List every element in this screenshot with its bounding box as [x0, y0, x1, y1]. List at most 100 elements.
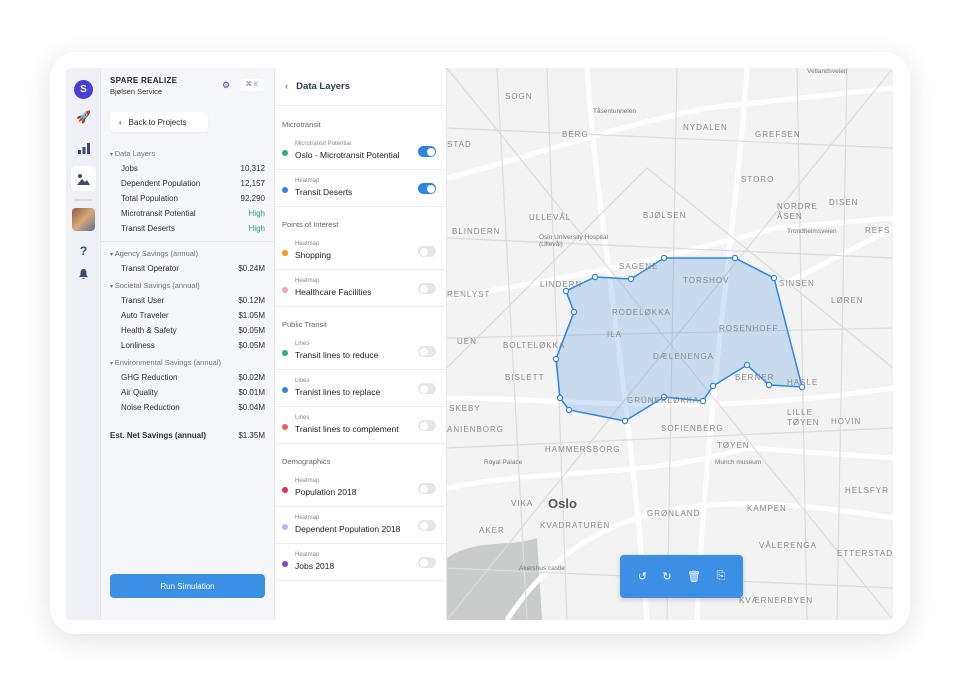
layer-type: Heatmap — [295, 552, 320, 558]
layers-header: ‹ Data Layers — [275, 68, 447, 106]
layer-item[interactable]: Heatmap Healthcare Facilities — [275, 270, 447, 307]
map-label: BISLETT — [505, 373, 545, 382]
layer-item[interactable]: Heatmap Jobs 2018 — [275, 544, 447, 581]
polygon-vertex-handle[interactable] — [765, 381, 773, 389]
section-header[interactable]: Environmental Savings (annual) — [110, 358, 221, 367]
polygon-vertex-handle[interactable] — [621, 417, 629, 425]
section-header[interactable]: Agency Savings (annual) — [110, 249, 198, 258]
layer-toggle[interactable] — [418, 283, 436, 294]
layer-toggle[interactable] — [418, 346, 436, 357]
layer-item[interactable]: Lines Tranist lines to complement — [275, 407, 447, 444]
layer-item[interactable]: Lines Transit lines to reduce — [275, 333, 447, 370]
layer-type: Lines — [295, 415, 310, 421]
map-label: Vetlandsveien — [807, 68, 848, 75]
run-simulation-button[interactable]: Run Simulation — [110, 574, 265, 598]
layer-name: Shopping — [295, 250, 331, 260]
rocket-icon[interactable]: 🚀 — [76, 109, 91, 124]
polygon-vertex-handle[interactable] — [627, 275, 635, 283]
layer-item[interactable]: Heatmap Dependent Population 2018 — [275, 507, 447, 544]
layer-toggle[interactable] — [418, 520, 436, 531]
layer-name: Transit lines to reduce — [295, 350, 379, 360]
row-label: Jobs — [121, 164, 138, 173]
layer-item[interactable]: Lines Tranist lines to replace — [275, 370, 447, 407]
summary-row: Dependent Population 12,157 — [121, 179, 265, 188]
polygon-vertex-handle[interactable] — [699, 397, 707, 405]
export-icon[interactable]: ⎘ — [716, 570, 726, 582]
command-shortcut[interactable]: ⌘ K — [240, 79, 264, 91]
map-label: Oslo — [548, 496, 577, 511]
polygon-vertex-handle[interactable] — [731, 254, 739, 262]
layer-type: Heatmap — [295, 241, 320, 247]
settings-icon[interactable]: ⚙ — [222, 80, 231, 90]
row-value: $0.02M — [238, 373, 265, 382]
layer-item[interactable]: Microtransit Potential Oslo - Microtransi… — [275, 133, 447, 170]
map-label: ULLEVÅL — [529, 213, 572, 222]
map-label: SOGN — [505, 92, 533, 101]
data-layers-panel: ‹ Data Layers Microtransit Microtransit Po… — [275, 68, 447, 620]
back-to-projects-button[interactable]: ‹ Back to Projects — [110, 112, 208, 132]
map-label: SOFIENBERG — [661, 424, 724, 433]
polygon-vertex-handle[interactable] — [660, 254, 668, 262]
map-label: KVADRATUREN — [540, 521, 611, 530]
layer-name: Transit Deserts — [295, 187, 353, 197]
logo[interactable]: S — [74, 80, 93, 99]
back-chevron-icon[interactable]: ‹ — [285, 81, 289, 92]
layer-item[interactable]: Heatmap Shopping — [275, 233, 447, 270]
map-label: HAMMERSBORG — [545, 445, 621, 454]
polygon-vertex-handle[interactable] — [552, 355, 560, 363]
layer-name: Dependent Population 2018 — [295, 524, 401, 534]
layer-item[interactable]: Heatmap Population 2018 — [275, 470, 447, 507]
polygon-vertex-handle[interactable] — [591, 273, 599, 281]
map-canvas[interactable]: SOGN BERG NYDALEN GREFSEN STORO NORDRE ÅSEN DI… — [447, 68, 893, 620]
layer-toggle[interactable] — [418, 483, 436, 494]
map-label: BOLTELØKKA — [503, 341, 566, 350]
trash-icon[interactable]: 🗑 — [687, 571, 701, 583]
layer-toggle[interactable] — [418, 183, 436, 194]
help-icon[interactable]: ? — [79, 243, 88, 258]
layer-color-dot — [282, 424, 288, 430]
map-label: GRØNLAND — [647, 509, 701, 518]
layer-item[interactable]: Heatmap Transit Deserts — [275, 170, 447, 207]
layer-toggle[interactable] — [418, 246, 436, 257]
net-savings-label: Est. Net Savings (annual) — [110, 431, 207, 440]
row-label: Lonliness — [121, 341, 155, 350]
layer-toggle[interactable] — [418, 383, 436, 394]
polygon-vertex-handle[interactable] — [660, 393, 668, 401]
map-label: SAGENE — [619, 262, 659, 271]
row-label: Auto Traveler — [121, 311, 169, 320]
redo-icon[interactable]: ↻ — [662, 571, 672, 583]
summary-row: Transit Deserts High — [121, 224, 265, 233]
layer-toggle[interactable] — [418, 557, 436, 568]
polygon-vertex-handle[interactable] — [770, 274, 778, 282]
polygon-vertex-handle[interactable] — [798, 383, 806, 391]
layer-toggle[interactable] — [418, 420, 436, 431]
polygon-vertex-handle[interactable] — [562, 287, 570, 295]
layers-title: Data Layers — [296, 81, 351, 92]
row-label: Transit Deserts — [121, 224, 175, 233]
polygon-vertex-handle[interactable] — [570, 308, 578, 316]
layer-color-dot — [282, 524, 288, 530]
drawn-service-area[interactable] — [555, 257, 803, 422]
bell-icon[interactable] — [74, 264, 93, 283]
undo-icon[interactable]: ↺ — [637, 571, 647, 583]
avatar[interactable] — [72, 208, 95, 231]
polygon-vertex-handle[interactable] — [709, 382, 717, 390]
net-savings-value: $1.35M — [238, 431, 265, 440]
chart-icon[interactable] — [74, 138, 93, 157]
map-label: ANIENBORG — [447, 425, 505, 434]
map-icon[interactable] — [71, 166, 96, 191]
map-label: VIKA — [511, 499, 534, 508]
section-header[interactable]: Data Layers — [110, 149, 155, 158]
polygon-vertex-handle[interactable] — [565, 406, 573, 414]
layer-toggle[interactable] — [418, 146, 436, 157]
polygon-vertex-handle[interactable] — [556, 394, 564, 402]
polygon-vertex-handle[interactable] — [743, 361, 751, 369]
map-label: NYDALEN — [683, 123, 728, 132]
map-label: REFS — [865, 226, 891, 235]
map-label: Tåsentunnelen — [593, 108, 637, 115]
map-label: SINSEN — [779, 279, 815, 288]
map-label: Akershus castle — [519, 565, 565, 572]
row-label: Noise Reduction — [121, 403, 180, 412]
section-header[interactable]: Societal Savings (annual) — [110, 281, 200, 290]
summary-row: Total Population 92,290 — [121, 194, 265, 203]
